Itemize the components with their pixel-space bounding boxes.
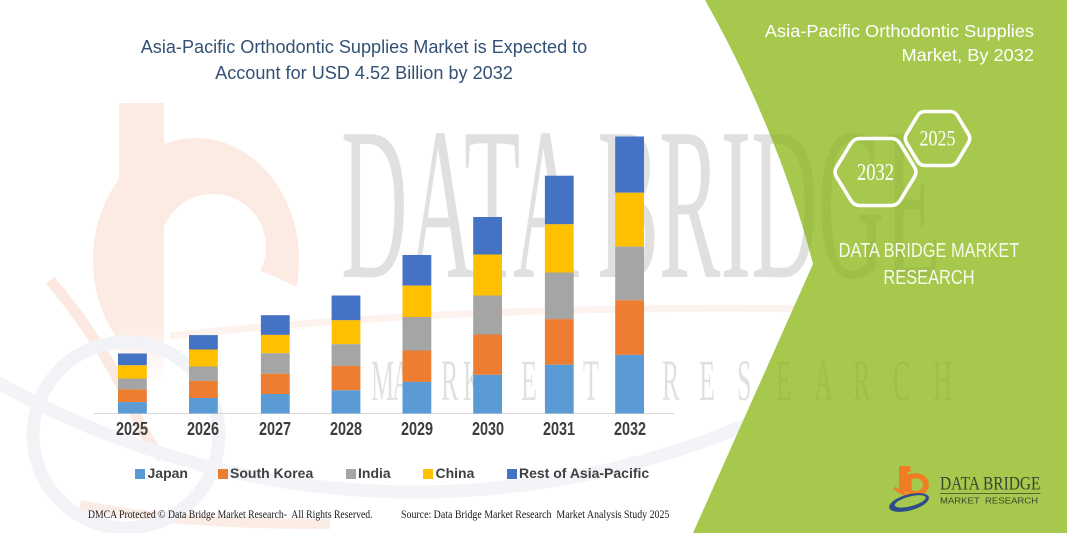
svg-text:2025: 2025 <box>920 126 956 151</box>
svg-text:2032: 2032 <box>857 160 894 186</box>
svg-text:MARKET RESEARCH: MARKET RESEARCH <box>940 496 1038 506</box>
svg-text:DATA BRIDGE: DATA BRIDGE <box>940 474 1041 495</box>
